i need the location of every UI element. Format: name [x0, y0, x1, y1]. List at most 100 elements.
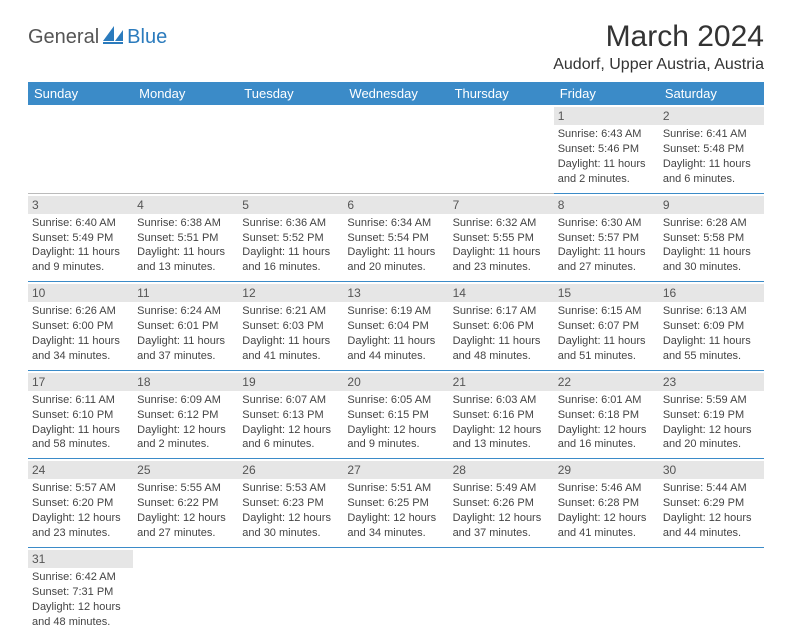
daylight-text: Daylight: 12 hours and 6 minutes.: [242, 423, 339, 453]
calendar-day-cell: [133, 547, 238, 635]
sunset-text: Sunset: 6:07 PM: [558, 319, 655, 334]
calendar-day-cell: 3Sunrise: 6:40 AMSunset: 5:49 PMDaylight…: [28, 193, 133, 282]
calendar-day-cell: [238, 105, 343, 193]
daylight-text: Daylight: 12 hours and 23 minutes.: [32, 511, 129, 541]
calendar-day-cell: 7Sunrise: 6:32 AMSunset: 5:55 PMDaylight…: [449, 193, 554, 282]
calendar-day-cell: [659, 547, 764, 635]
daylight-text: Daylight: 11 hours and 6 minutes.: [663, 157, 760, 187]
calendar-day-cell: 16Sunrise: 6:13 AMSunset: 6:09 PMDayligh…: [659, 282, 764, 371]
sunset-text: Sunset: 5:58 PM: [663, 231, 760, 246]
day-info: Sunrise: 5:53 AMSunset: 6:23 PMDaylight:…: [242, 481, 339, 540]
day-info: Sunrise: 6:03 AMSunset: 6:16 PMDaylight:…: [453, 393, 550, 452]
sunset-text: Sunset: 6:19 PM: [663, 408, 760, 423]
sunrise-text: Sunrise: 6:11 AM: [32, 393, 129, 408]
calendar-day-cell: [449, 547, 554, 635]
sunrise-text: Sunrise: 6:21 AM: [242, 304, 339, 319]
sunrise-text: Sunrise: 6:05 AM: [347, 393, 444, 408]
calendar-day-cell: 10Sunrise: 6:26 AMSunset: 6:00 PMDayligh…: [28, 282, 133, 371]
daylight-text: Daylight: 11 hours and 16 minutes.: [242, 245, 339, 275]
day-info: Sunrise: 6:42 AMSunset: 7:31 PMDaylight:…: [32, 570, 129, 629]
sunrise-text: Sunrise: 6:17 AM: [453, 304, 550, 319]
sunrise-text: Sunrise: 6:28 AM: [663, 216, 760, 231]
daylight-text: Daylight: 11 hours and 23 minutes.: [453, 245, 550, 275]
daylight-text: Daylight: 11 hours and 37 minutes.: [137, 334, 234, 364]
weekday-header: Sunday: [28, 82, 133, 105]
day-info: Sunrise: 5:49 AMSunset: 6:26 PMDaylight:…: [453, 481, 550, 540]
day-number: 17: [28, 373, 133, 391]
sunset-text: Sunset: 6:20 PM: [32, 496, 129, 511]
logo-text-blue: Blue: [127, 26, 167, 49]
day-info: Sunrise: 6:26 AMSunset: 6:00 PMDaylight:…: [32, 304, 129, 363]
sunrise-text: Sunrise: 6:38 AM: [137, 216, 234, 231]
day-number: 23: [659, 373, 764, 391]
daylight-text: Daylight: 12 hours and 30 minutes.: [242, 511, 339, 541]
day-number: 25: [133, 461, 238, 479]
day-info: Sunrise: 6:38 AMSunset: 5:51 PMDaylight:…: [137, 216, 234, 275]
sunrise-text: Sunrise: 5:44 AM: [663, 481, 760, 496]
calendar-day-cell: 22Sunrise: 6:01 AMSunset: 6:18 PMDayligh…: [554, 370, 659, 459]
day-number: 15: [554, 284, 659, 302]
daylight-text: Daylight: 12 hours and 44 minutes.: [663, 511, 760, 541]
sunrise-text: Sunrise: 6:26 AM: [32, 304, 129, 319]
calendar-day-cell: 30Sunrise: 5:44 AMSunset: 6:29 PMDayligh…: [659, 459, 764, 548]
day-number: 22: [554, 373, 659, 391]
sunrise-text: Sunrise: 6:03 AM: [453, 393, 550, 408]
calendar-week-row: 17 Sunrise: 6:11 AMSunset: 6:10 PM Dayligh…: [28, 370, 764, 459]
calendar-day-cell: 19Sunrise: 6:07 AMSunset: 6:13 PMDayligh…: [238, 370, 343, 459]
sunset-text: Sunset: 6:03 PM: [242, 319, 339, 334]
day-number: 29: [554, 461, 659, 479]
day-number: 9: [659, 196, 764, 214]
day-number: 8: [554, 196, 659, 214]
calendar-day-cell: 8Sunrise: 6:30 AMSunset: 5:57 PMDaylight…: [554, 193, 659, 282]
day-info: Sunrise: 5:46 AMSunset: 6:28 PMDaylight:…: [558, 481, 655, 540]
sunrise-text: Sunrise: 6:13 AM: [663, 304, 760, 319]
day-number: 4: [133, 196, 238, 214]
sunset-text: Sunset: 6:22 PM: [137, 496, 234, 511]
day-info: Sunrise: 6:28 AMSunset: 5:58 PMDaylight:…: [663, 216, 760, 275]
logo-text-general: General: [28, 26, 99, 49]
calendar-day-cell: 15 Sunrise: 6:15 AMSunset: 6:07 PMDayligh…: [554, 282, 659, 371]
sunrise-text: Sunrise: 6:19 AM: [347, 304, 444, 319]
calendar-day-cell: [133, 105, 238, 193]
sunrise-text: Sunrise: 5:49 AM: [453, 481, 550, 496]
day-number: 26: [238, 461, 343, 479]
day-number: 5: [238, 196, 343, 214]
daylight-text: Daylight: 11 hours and 48 minutes.: [453, 334, 550, 364]
day-info: Sunrise: 6:15 AMSunset: 6:07 PMDaylight:…: [558, 304, 655, 363]
calendar-day-cell: [554, 547, 659, 635]
calendar-week-row: 10Sunrise: 6:26 AMSunset: 6:00 PMDayligh…: [28, 282, 764, 371]
weekday-header: Saturday: [659, 82, 764, 105]
day-info: Sunrise: 6:07 AMSunset: 6:13 PMDaylight:…: [242, 393, 339, 452]
day-number: 16: [659, 284, 764, 302]
sunrise-text: Sunrise: 5:53 AM: [242, 481, 339, 496]
calendar-day-cell: 12Sunrise: 6:21 AMSunset: 6:03 PMDayligh…: [238, 282, 343, 371]
day-info: Sunrise: 6:36 AMSunset: 5:52 PMDaylight:…: [242, 216, 339, 275]
day-info: Sunrise: 6:05 AMSunset: 6:15 PMDaylight:…: [347, 393, 444, 452]
day-number: 27: [343, 461, 448, 479]
calendar-day-cell: 23Sunrise: 5:59 AMSunset: 6:19 PMDayligh…: [659, 370, 764, 459]
sunrise-text: Sunrise: 5:46 AM: [558, 481, 655, 496]
day-info: Sunrise: 6:21 AMSunset: 6:03 PMDaylight:…: [242, 304, 339, 363]
sunrise-text: Sunrise: 6:34 AM: [347, 216, 444, 231]
daylight-text: Daylight: 12 hours and 41 minutes.: [558, 511, 655, 541]
day-info: Sunrise: 6:24 AMSunset: 6:01 PMDaylight:…: [137, 304, 234, 363]
sunrise-text: Sunrise: 5:57 AM: [32, 481, 129, 496]
calendar-day-cell: [449, 105, 554, 193]
calendar-day-cell: [28, 105, 133, 193]
calendar-day-cell: 27Sunrise: 5:51 AMSunset: 6:25 PMDayligh…: [343, 459, 448, 548]
sunset-text: Sunset: 5:46 PM: [558, 142, 655, 157]
sunset-text: Sunset: 5:55 PM: [453, 231, 550, 246]
weekday-header: Tuesday: [238, 82, 343, 105]
sunrise-text: Sunrise: 6:32 AM: [453, 216, 550, 231]
sunset-text: Sunset: 6:16 PM: [453, 408, 550, 423]
calendar-day-cell: 17Sunrise: 6:11 AMSunset: 6:10 PMDayligh…: [28, 370, 133, 459]
day-number: 30: [659, 461, 764, 479]
sunset-text: Sunset: 6:10 PM: [32, 408, 129, 423]
calendar-day-cell: 1Sunrise: 6:43 AMSunset: 5:46 PMDaylight…: [554, 105, 659, 193]
daylight-text: Daylight: 11 hours and 44 minutes.: [347, 334, 444, 364]
daylight-text: Daylight: 11 hours and 20 minutes.: [347, 245, 444, 275]
sunset-text: Sunset: 5:57 PM: [558, 231, 655, 246]
calendar-day-cell: 25Sunrise: 5:55 AMSunset: 6:22 PMDayligh…: [133, 459, 238, 548]
daylight-text: Daylight: 12 hours and 16 minutes.: [558, 423, 655, 453]
month-title: March 2024: [553, 20, 764, 54]
